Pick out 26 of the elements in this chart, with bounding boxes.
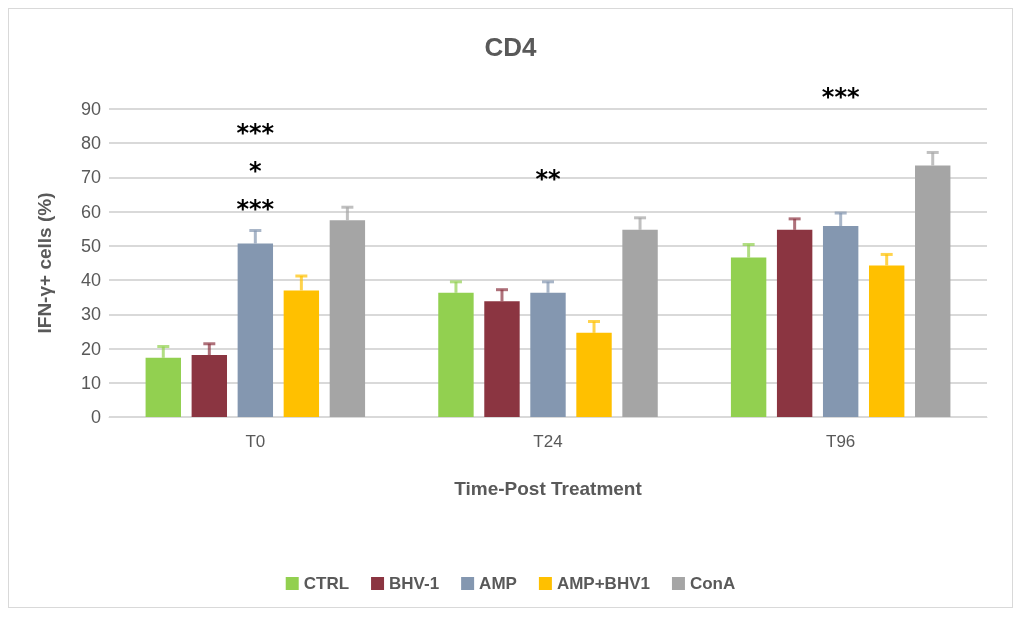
- legend-label: ConA: [689, 574, 736, 593]
- y-axis-title: IFN-γ+ cells (%): [34, 192, 55, 334]
- annotation: ***: [236, 119, 275, 147]
- x-axis-title: Time-Post Treatment: [454, 478, 643, 499]
- legend-label: BHV-1: [389, 574, 440, 593]
- y-tick-label: 40: [80, 270, 101, 291]
- y-tick-label: 70: [80, 167, 101, 188]
- y-tick-label: 10: [80, 372, 101, 393]
- legend-label: AMP+BHV1: [556, 574, 650, 593]
- annotation: *: [249, 157, 263, 185]
- legend-label: AMP: [479, 574, 517, 593]
- y-tick-label: 50: [80, 235, 101, 256]
- y-tick-label: 0: [90, 407, 101, 427]
- y-tick-label: 90: [80, 99, 101, 119]
- annotation: ***: [236, 195, 275, 223]
- y-tick-label: 20: [80, 338, 101, 359]
- y-tick-label: 60: [80, 201, 101, 222]
- annotation: **: [535, 165, 561, 193]
- x-tick-label: T96: [826, 432, 856, 451]
- x-tick-label: T24: [533, 432, 563, 451]
- chart-title: CD4: [484, 32, 538, 62]
- y-tick-label: 30: [80, 304, 101, 325]
- annotation: ***: [821, 83, 860, 111]
- y-tick-label: 80: [80, 133, 101, 154]
- legend-label: CTRL: [303, 574, 350, 593]
- x-tick-label: T0: [245, 432, 266, 451]
